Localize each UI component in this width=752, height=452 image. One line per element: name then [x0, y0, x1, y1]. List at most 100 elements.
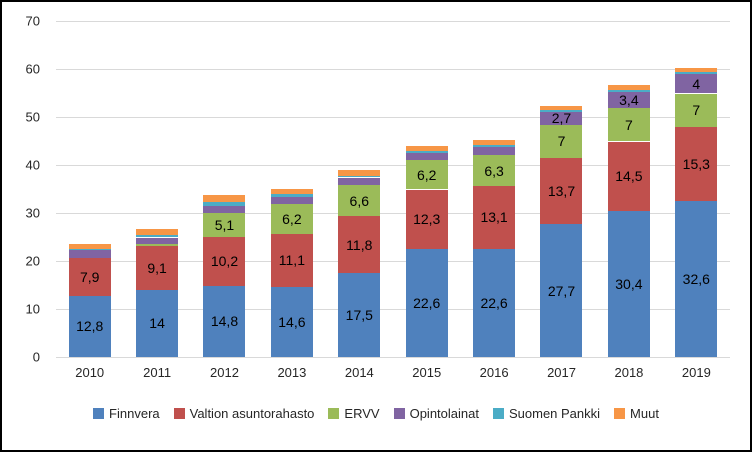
category-slot: 32,6 15,3 7 4 — [663, 21, 730, 357]
category-slot: 17,5 11,8 6,6 — [326, 21, 393, 357]
data-label: 9,1 — [147, 259, 167, 276]
bar-segment: 7 — [607, 107, 650, 142]
bar-segment — [270, 196, 313, 204]
gridline — [56, 69, 730, 70]
stacked-bar: 22,6 12,3 6,2 — [405, 21, 448, 357]
y-axis: 0 10 20 30 40 50 60 70 — [2, 14, 48, 365]
legend-label: Opintolainat — [409, 406, 479, 421]
category-slot: 14 9,1 — [123, 21, 190, 357]
bar-segment — [540, 110, 583, 112]
data-label: 30,4 — [615, 276, 643, 293]
bar-segment: 14,5 — [607, 141, 650, 212]
data-label: 6,2 — [282, 210, 302, 227]
bar-segment — [136, 235, 179, 238]
x-tick-label: 2013 — [277, 365, 307, 380]
legend-item: Suomen Pankki — [492, 406, 601, 421]
bar-segment — [405, 146, 448, 152]
data-label: 15,3 — [682, 155, 710, 172]
category-slot: 27,7 13,7 7 2,7 — [528, 21, 595, 357]
category-slot: 22,6 13,1 6,3 — [460, 21, 527, 357]
data-label: 7,9 — [79, 268, 100, 285]
legend-label: Suomen Pankki — [508, 406, 601, 421]
data-label: 7 — [692, 102, 701, 119]
data-label: 4 — [692, 75, 701, 92]
data-label: 12,8 — [76, 318, 104, 335]
x-tick-label: 2019 — [681, 365, 711, 380]
category-slot: 14,6 11,1 6,2 — [258, 21, 325, 357]
data-label: 7 — [557, 133, 566, 150]
x-tick-label: 2011 — [143, 365, 172, 380]
x-tick-label: 2017 — [547, 365, 576, 380]
legend-item: Muut — [614, 406, 659, 421]
legend: Finnvera Valtion asuntorahasto ERVV Opintol… — [2, 406, 750, 421]
bar-segment — [405, 151, 448, 153]
bar-segment — [473, 145, 516, 148]
data-label: 10,2 — [210, 253, 239, 270]
category-slot: 30,4 14,5 7 3,4 — [595, 21, 662, 357]
stacked-bar: 14,6 11,1 6,2 — [270, 21, 313, 357]
x-tick-label: 2018 — [614, 365, 644, 380]
gridline — [56, 165, 730, 167]
y-tick-label: 30 — [25, 205, 40, 221]
gridline — [56, 21, 730, 22]
category-slot: 22,6 12,3 6,2 — [393, 21, 460, 357]
legend-item: Valtion asuntorahasto — [173, 406, 314, 421]
bar-segment: 6,6 — [338, 184, 381, 217]
legend-label: Finnvera — [109, 406, 160, 421]
bar-segment: 27,7 — [540, 224, 583, 357]
bar-segment: 11,1 — [270, 233, 313, 287]
bar-segment — [405, 153, 448, 160]
bar-segment — [338, 170, 381, 176]
bar-segment — [675, 72, 718, 75]
bar-segment: 30,4 — [607, 211, 650, 357]
bar-segment — [203, 195, 246, 202]
category-slot: 14,8 10,2 5,1 — [191, 21, 258, 357]
data-label: 14,6 — [278, 313, 306, 330]
legend-swatch-icon — [393, 408, 405, 419]
y-tick-label: 10 — [25, 301, 40, 317]
gridline — [56, 309, 730, 311]
stacked-bar: 27,7 13,7 7 2,7 — [540, 21, 583, 357]
data-label: 6,2 — [416, 166, 437, 183]
bar-segment — [203, 201, 246, 206]
bar-segment — [136, 243, 179, 247]
bar-segment: 10,2 — [203, 237, 246, 286]
x-tick-label: 2016 — [479, 365, 509, 380]
bar-segment: 14,6 — [270, 286, 313, 357]
data-label: 14,8 — [210, 313, 239, 330]
legend-swatch-icon — [93, 408, 105, 419]
legend-label: Muut — [630, 406, 659, 421]
legend-swatch-icon — [614, 408, 626, 419]
bar-segment: 7,9 — [68, 257, 111, 296]
bar-segment — [270, 188, 313, 195]
x-tick-label: 2015 — [412, 365, 442, 380]
bar-segment: 13,1 — [473, 185, 516, 249]
bar-segment: 22,6 — [405, 248, 448, 357]
stacked-bar: 30,4 14,5 7 3,4 — [607, 21, 650, 357]
data-label: 17,5 — [345, 307, 373, 323]
bar-segment — [68, 243, 111, 249]
x-tick-label: 2010 — [75, 365, 105, 380]
bar-segment: 12,3 — [405, 189, 448, 249]
y-tick-label: 0 — [32, 349, 40, 365]
stacked-bar: 12,8 7,9 — [68, 21, 111, 357]
gridline — [56, 117, 730, 118]
data-label: 27,7 — [547, 282, 576, 299]
legend-swatch-icon — [492, 408, 504, 419]
bar-segment — [136, 237, 179, 244]
bar-segment: 17,5 — [338, 273, 381, 357]
bar-segment — [675, 67, 718, 73]
gridline — [56, 357, 730, 358]
legend-label: ERVV — [344, 406, 380, 421]
data-label: 32,6 — [682, 270, 710, 287]
bar-segment: 9,1 — [136, 246, 179, 290]
legend-item: ERVV — [328, 406, 380, 421]
bar-segment — [68, 248, 111, 251]
category-slot: 12,8 7,9 — [56, 21, 123, 357]
bar-segment — [473, 139, 516, 146]
bar-segment: 14,8 — [203, 285, 246, 357]
stacked-bar: 14 9,1 — [136, 21, 179, 357]
gridline — [56, 213, 730, 214]
stacked-bar: 14,8 10,2 5,1 — [203, 21, 246, 357]
